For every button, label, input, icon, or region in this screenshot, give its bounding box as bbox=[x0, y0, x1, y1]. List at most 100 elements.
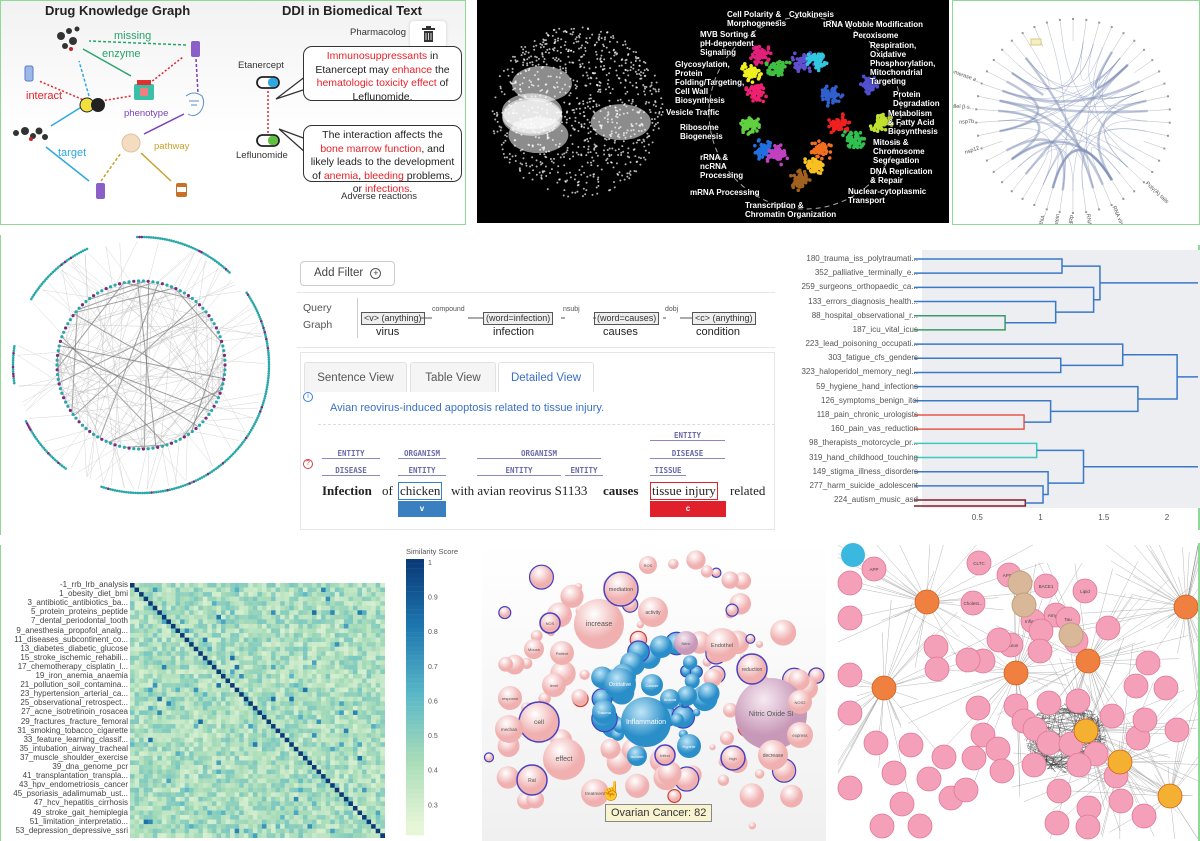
heatmap-cell bbox=[170, 651, 176, 656]
heatmap-cell bbox=[216, 719, 222, 725]
heatmap-cell bbox=[357, 646, 363, 652]
heatmap-cell bbox=[334, 623, 340, 629]
heatmap-cell bbox=[271, 737, 276, 743]
network-node bbox=[572, 50, 575, 53]
heatmap-cell bbox=[284, 601, 290, 606]
delete-button[interactable] bbox=[410, 21, 446, 48]
heatmap-cell bbox=[257, 714, 263, 720]
network-node bbox=[596, 192, 599, 195]
heatmap-cell bbox=[316, 664, 322, 670]
network-node bbox=[503, 156, 506, 159]
heatmap-cell bbox=[325, 623, 331, 629]
heatmap-cell bbox=[257, 733, 263, 738]
heatmap-cell bbox=[157, 642, 163, 647]
heatmap-cell bbox=[152, 678, 158, 684]
heatmap-cell bbox=[216, 596, 222, 602]
heatmap-cell bbox=[216, 714, 222, 720]
heatmap-cell bbox=[157, 651, 163, 656]
heatmap-cell bbox=[134, 719, 140, 725]
heatmap-cell bbox=[302, 633, 308, 638]
heatmap-cell bbox=[243, 678, 249, 684]
heatmap-cell bbox=[289, 714, 294, 720]
heatmap-cell bbox=[348, 678, 354, 684]
heatmap-cell bbox=[257, 751, 263, 757]
heatmap-cell bbox=[271, 714, 276, 720]
network-node bbox=[588, 121, 591, 124]
heatmap-cell bbox=[189, 669, 194, 675]
heatmap-cell bbox=[343, 751, 349, 757]
heatmap-cell bbox=[330, 669, 335, 675]
heatmap-cell bbox=[362, 637, 367, 643]
heatmap-cell bbox=[211, 701, 217, 707]
medicine-box-icon bbox=[134, 80, 154, 100]
heatmap-cell bbox=[293, 705, 299, 711]
heatmap-cell bbox=[266, 733, 272, 738]
heatmap-cell bbox=[230, 674, 235, 679]
network-node bbox=[651, 121, 654, 124]
heatmap-cell bbox=[284, 664, 290, 670]
heatmap-cell bbox=[234, 696, 240, 702]
heatmap-cell bbox=[221, 664, 226, 670]
heatmap-cell bbox=[293, 687, 299, 693]
network-node bbox=[550, 168, 553, 171]
heatmap-cell bbox=[293, 623, 299, 629]
heatmap-cell bbox=[139, 660, 144, 666]
heatmap-cell bbox=[266, 642, 272, 647]
heatmap-cell bbox=[339, 623, 345, 629]
network-node bbox=[651, 118, 654, 121]
network-node bbox=[568, 94, 571, 97]
heatmap-cell bbox=[225, 705, 231, 711]
heatmap-cell bbox=[280, 601, 285, 606]
network-node bbox=[571, 142, 574, 145]
heatmap-cell bbox=[243, 587, 249, 593]
heatmap-cell bbox=[143, 701, 149, 707]
cluster-point bbox=[802, 57, 806, 62]
network-node bbox=[579, 33, 582, 36]
heatmap-cell bbox=[170, 701, 176, 707]
heatmap-cell bbox=[134, 605, 140, 611]
heatmap-cell bbox=[380, 619, 385, 625]
heatmap-cell bbox=[130, 714, 135, 720]
cluster-point bbox=[793, 51, 797, 56]
heatmap-cell bbox=[271, 583, 276, 588]
heatmap-cell bbox=[248, 646, 254, 652]
heatmap-cell bbox=[243, 646, 249, 652]
heatmap-cell bbox=[130, 664, 135, 670]
heatmap-cell bbox=[189, 646, 194, 652]
heatmap-cell bbox=[293, 669, 299, 675]
heatmap-cell bbox=[234, 637, 240, 643]
heatmap-cell bbox=[298, 733, 304, 738]
heatmap-cell bbox=[207, 646, 213, 652]
heatmap-cell bbox=[375, 669, 381, 675]
heatmap-cell bbox=[343, 714, 349, 720]
heatmap-cell bbox=[307, 696, 313, 702]
network-node bbox=[586, 27, 589, 30]
heatmap-cell bbox=[321, 710, 326, 716]
network-node bbox=[506, 132, 509, 135]
heatmap-cell bbox=[161, 692, 167, 697]
network-node bbox=[584, 40, 587, 43]
heatmap-cell bbox=[148, 628, 153, 634]
heatmap-cell bbox=[243, 728, 249, 734]
heatmap-cell bbox=[293, 678, 299, 684]
network-node bbox=[491, 110, 494, 113]
heatmap-cell bbox=[275, 596, 281, 602]
heatmap-cell bbox=[293, 605, 299, 611]
network-node bbox=[636, 160, 639, 163]
network-node bbox=[576, 97, 579, 100]
heatmap-cell bbox=[166, 692, 172, 697]
heatmap-cell bbox=[339, 664, 345, 670]
heatmap-cell bbox=[216, 610, 222, 616]
heatmap-cell bbox=[184, 728, 190, 734]
cluster-point bbox=[816, 68, 821, 73]
heatmap-cell bbox=[130, 592, 135, 597]
network-node bbox=[620, 64, 623, 67]
heatmap-cell bbox=[211, 710, 217, 716]
highlight-term: infections bbox=[364, 183, 410, 195]
heatmap-cell bbox=[216, 683, 222, 688]
network-node bbox=[589, 107, 592, 110]
heatmap-cell bbox=[225, 642, 231, 647]
heatmap-cell bbox=[175, 664, 181, 670]
heatmap-cell bbox=[193, 628, 199, 634]
heatmap-cell bbox=[134, 664, 140, 670]
